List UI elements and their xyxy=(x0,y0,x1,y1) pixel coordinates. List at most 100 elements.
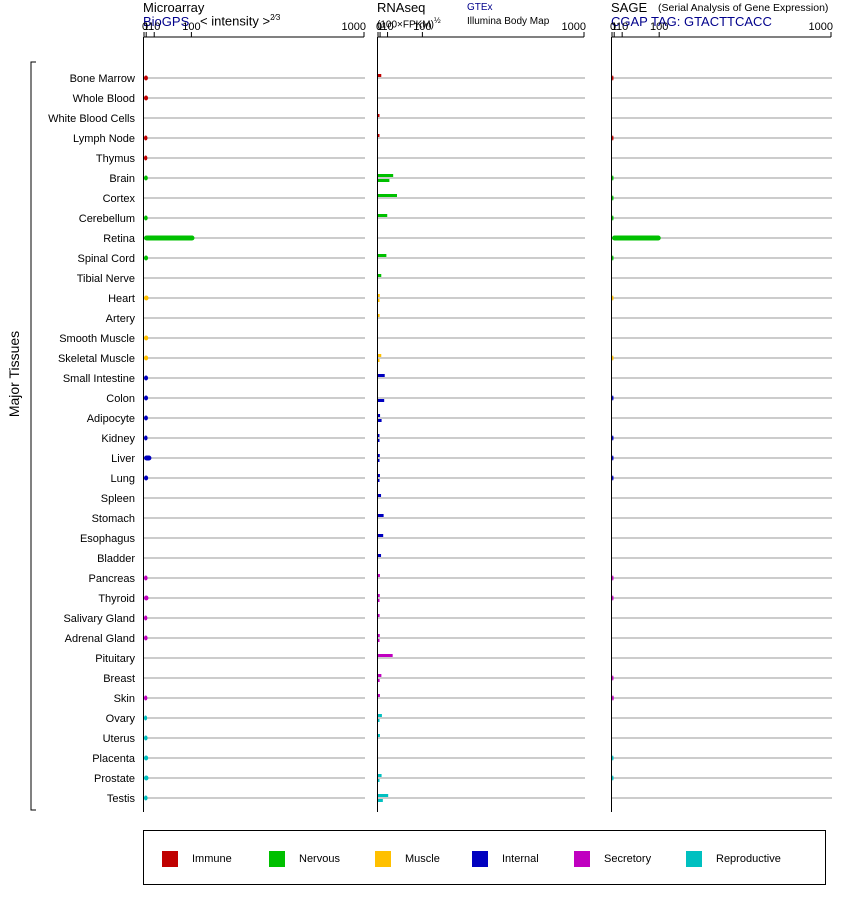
expression-bar xyxy=(612,355,614,361)
expression-bar xyxy=(612,675,614,681)
tissue-label: Cerebellum xyxy=(79,213,135,225)
expression-bar xyxy=(144,595,149,601)
tissue-label: Breast xyxy=(103,673,135,685)
tissue-label: Pituitary xyxy=(95,653,135,665)
tissue-label: Skeletal Muscle xyxy=(58,353,135,365)
expression-bar xyxy=(144,435,148,441)
expression-bar xyxy=(378,374,385,377)
x-tick-label: 1000 xyxy=(342,21,366,33)
sage-tag-link[interactable]: CGAP TAG: GTACTTCACC xyxy=(611,14,772,29)
tissue-group-bracket xyxy=(30,61,36,811)
expression-bar xyxy=(612,475,614,481)
expression-bar xyxy=(378,294,380,297)
legend-item: Internal xyxy=(472,850,539,867)
expression-bar xyxy=(144,255,149,261)
expression-bar xyxy=(612,455,614,461)
rnaseq-scale: (100×FPKM)½ xyxy=(377,16,441,30)
legend-item: Immune xyxy=(162,850,232,867)
tissue-label: Bladder xyxy=(97,553,135,565)
illumina-source-label: Illumina Body Map xyxy=(467,16,550,27)
expression-bar xyxy=(378,779,380,782)
legend-swatch xyxy=(472,850,488,867)
expression-bar xyxy=(612,295,614,301)
expression-bar xyxy=(144,635,148,641)
tissue-label: Liver xyxy=(111,453,135,465)
expression-bar xyxy=(378,179,390,182)
expression-bar xyxy=(378,554,382,557)
tissue-label: Brain xyxy=(109,173,135,185)
legend-item: Muscle xyxy=(375,850,440,867)
expression-bar xyxy=(378,419,382,422)
expression-bar xyxy=(144,755,149,761)
expression-bar xyxy=(378,314,380,317)
expression-bar xyxy=(378,594,380,597)
gtex-source-link[interactable]: GTEx xyxy=(467,2,493,13)
tissue-label: Skin xyxy=(114,693,135,705)
expression-bar xyxy=(144,455,152,461)
x-tick-label: 10 xyxy=(148,21,160,33)
tissue-label: Heart xyxy=(108,293,135,305)
expression-bar xyxy=(612,695,614,701)
tissue-label: Retina xyxy=(103,233,136,245)
expression-bar xyxy=(378,799,383,802)
tissue-label: Esophagus xyxy=(80,533,136,545)
expression-bar xyxy=(378,399,385,402)
expression-bar xyxy=(378,114,380,117)
x-tick-label: 1000 xyxy=(809,21,833,33)
expression-bar xyxy=(378,599,380,602)
expression-bar xyxy=(144,175,148,181)
tissue-label: Salivary Gland xyxy=(63,613,135,625)
x-tick-label: 0 xyxy=(610,21,616,33)
legend-swatch xyxy=(269,850,285,867)
tissue-label: Thyroid xyxy=(98,593,135,605)
tissue-label: Pancreas xyxy=(89,573,136,585)
expression-bar xyxy=(144,355,149,361)
microarray-scale-exponent: 2⁄3 xyxy=(270,13,281,22)
expression-bar xyxy=(378,174,394,177)
legend-swatch xyxy=(375,850,391,867)
expression-bar xyxy=(378,479,380,482)
x-tick-label: 10 xyxy=(381,21,393,33)
expression-bar xyxy=(378,194,397,197)
tissue-label: Artery xyxy=(106,313,136,325)
tissue-label: White Blood Cells xyxy=(48,113,135,125)
x-tick-label: 0 xyxy=(142,21,148,33)
expression-bar xyxy=(378,694,380,697)
expression-bar xyxy=(378,654,393,657)
tissue-label: Cortex xyxy=(103,193,136,205)
tissue-label: Adrenal Gland xyxy=(65,633,135,645)
expression-bar xyxy=(144,475,149,481)
legend-label: Secretory xyxy=(604,852,652,865)
expression-bar xyxy=(378,494,382,497)
expression-bar xyxy=(378,794,389,797)
x-tick-label: 10 xyxy=(616,21,628,33)
expression-bar xyxy=(378,634,380,637)
expression-bar xyxy=(612,755,614,761)
legend-swatch xyxy=(686,850,702,867)
expression-bar xyxy=(378,514,384,517)
expression-bar xyxy=(612,575,614,581)
x-tick-label: 0 xyxy=(376,21,382,33)
tissue-label: Thymus xyxy=(96,153,136,165)
legend-swatch xyxy=(574,850,590,867)
legend-label: Nervous xyxy=(299,852,340,865)
expression-bar xyxy=(144,95,149,101)
expression-bar xyxy=(144,235,195,241)
tissue-label: Tibial Nerve xyxy=(77,273,135,285)
tissue-label: Placenta xyxy=(92,753,136,765)
tissue-label: Adipocyte xyxy=(87,413,135,425)
expression-bar xyxy=(378,454,380,457)
expression-bar xyxy=(144,735,148,741)
expression-bar xyxy=(378,679,380,682)
rnaseq-scale-exponent: ½ xyxy=(433,16,441,25)
expression-bar xyxy=(378,719,380,722)
x-tick-label: 100 xyxy=(650,21,668,33)
microarray-source-link[interactable]: BioGPS xyxy=(143,14,190,29)
legend-item: Nervous xyxy=(269,850,340,867)
tissue-label: Whole Blood xyxy=(73,93,135,105)
expression-bar xyxy=(612,75,614,81)
expression-bar xyxy=(612,135,614,141)
expression-bar xyxy=(144,135,148,141)
expression-bar xyxy=(144,615,148,621)
